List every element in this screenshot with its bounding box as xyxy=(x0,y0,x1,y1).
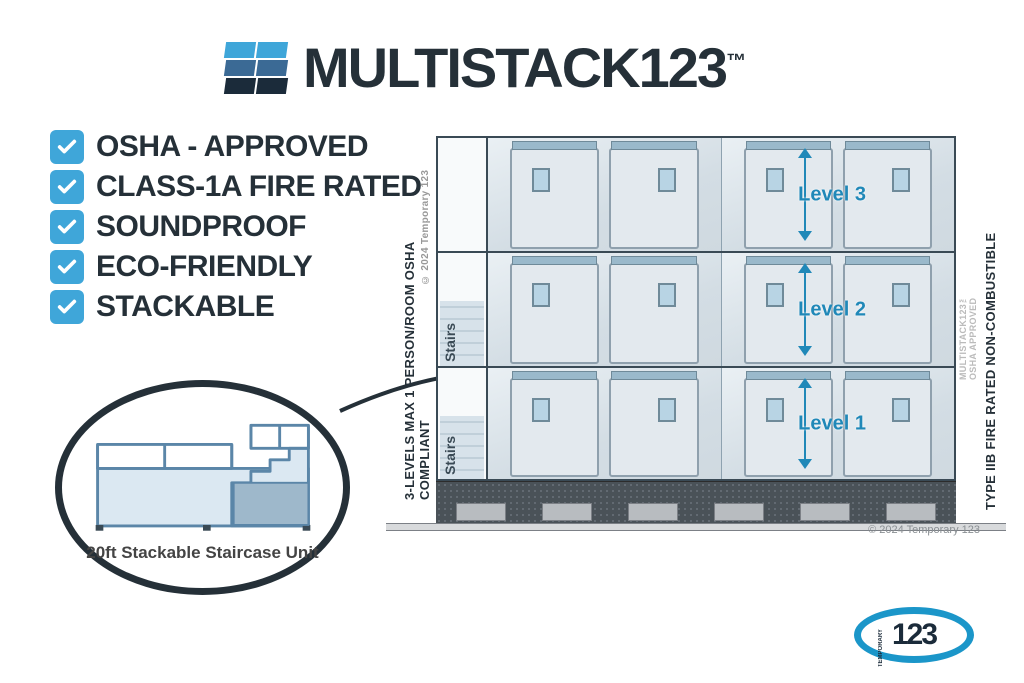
room-module xyxy=(488,368,722,479)
feature-text: CLASS-1A FIRE RATED xyxy=(96,170,422,204)
feature-item: CLASS-1A FIRE RATED xyxy=(50,170,422,204)
feature-text: OSHA - APPROVED xyxy=(96,130,368,164)
feature-text: ECO-FRIENDLY xyxy=(96,250,312,284)
callout-caption: 20ft Stackable Staircase Unit xyxy=(86,543,318,563)
stairwell xyxy=(438,138,488,251)
brand-tm: ™ xyxy=(726,50,744,72)
feature-list: OSHA - APPROVED CLASS-1A FIRE RATED SOUN… xyxy=(50,130,422,330)
check-icon xyxy=(50,210,84,244)
feature-item: ECO-FRIENDLY xyxy=(50,250,422,284)
staircase-unit-icon xyxy=(88,413,318,543)
stairwell: Stairs xyxy=(438,253,488,366)
stair-label: Stairs xyxy=(442,323,458,362)
stairwell: Stairs xyxy=(438,368,488,479)
stair-callout: 20ft Stackable Staircase Unit xyxy=(55,380,350,595)
footer-logo-pill: TEMPORARY 123 xyxy=(854,607,974,663)
feature-item: STACKABLE xyxy=(50,290,422,324)
left-vertical-small: © 2024 Temporary 123 xyxy=(420,165,431,285)
floor-stack: Level 3 Stairs xyxy=(436,136,956,481)
floor-level-1: Stairs Level 1 xyxy=(436,366,956,481)
room-module xyxy=(488,253,722,366)
footer-logo-number: 123 xyxy=(892,618,936,652)
check-icon xyxy=(50,250,84,284)
level-label: Level 3 xyxy=(798,183,866,206)
right-vertical-small: MULTISTACK123™ OSHA APPROVED xyxy=(958,280,978,380)
room-module xyxy=(488,138,722,251)
check-icon xyxy=(50,290,84,324)
room-module: Level 1 xyxy=(722,368,955,479)
room-module: Level 3 xyxy=(722,138,955,251)
feature-item: SOUNDPROOF xyxy=(50,210,422,244)
level-label: Level 2 xyxy=(798,298,866,321)
brand-text: MULTISTACK123 xyxy=(303,36,726,99)
brand-header: MULTISTACK123™ xyxy=(225,35,744,100)
figure-copyright: © 2024 Temporary 123 xyxy=(868,524,980,536)
footer-logo-tiny: TEMPORARY xyxy=(878,629,884,667)
room-module: Level 2 xyxy=(722,253,955,366)
check-icon xyxy=(50,170,84,204)
floor-level-3: Level 3 xyxy=(436,136,956,251)
railing-icon xyxy=(954,136,956,166)
building-diagram: 3-LEVELS MAX 1 PERSON/ROOM OSHA COMPLIAN… xyxy=(402,130,992,570)
foundation xyxy=(436,481,956,523)
stair-label: Stairs xyxy=(442,436,458,475)
brand-logo-mark xyxy=(225,42,289,94)
pier-row xyxy=(456,503,936,521)
floor-level-2: Stairs Level 2 xyxy=(436,251,956,366)
feature-item: OSHA - APPROVED xyxy=(50,130,422,164)
right-vertical-note: TYPE IIB FIRE RATED NON-COMBUSTIBLE xyxy=(983,150,998,510)
brand-name: MULTISTACK123™ xyxy=(303,35,744,100)
level-label: Level 1 xyxy=(798,412,866,435)
check-icon xyxy=(50,130,84,164)
feature-text: SOUNDPROOF xyxy=(96,210,306,244)
footer-logo: TEMPORARY 123 xyxy=(854,607,974,663)
feature-text: STACKABLE xyxy=(96,290,274,324)
